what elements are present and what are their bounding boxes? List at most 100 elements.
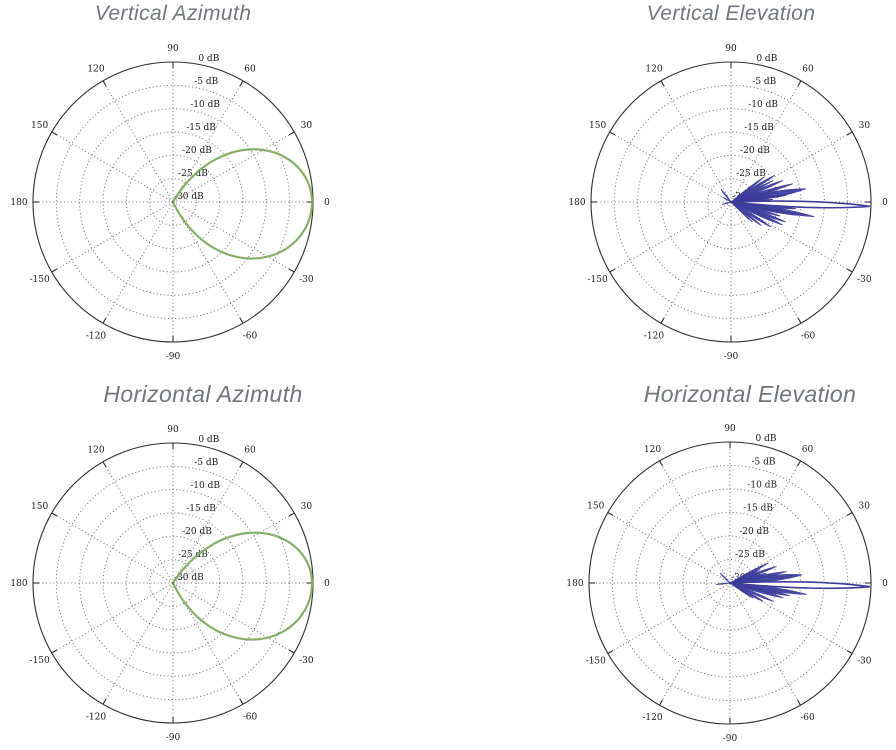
polar-chart-horizontal-elevation: 0 30 60 90 120 150 180 -150 -120 -90 -60 -30 0 dB -5 … <box>566 424 888 744</box>
angle-tick <box>609 268 616 273</box>
db-label: -10 dB <box>748 100 778 110</box>
angle-label: 150 <box>587 502 604 512</box>
angle-tick <box>659 699 663 706</box>
side-lobe <box>730 201 783 226</box>
main-lobe-curve <box>172 531 314 641</box>
db-label: -25 dB <box>736 169 766 179</box>
side-lobe <box>719 572 731 584</box>
grid-spoke <box>51 201 174 273</box>
angle-tick <box>846 268 853 273</box>
angle-label: -90 <box>723 734 738 744</box>
angle-tick <box>102 317 107 324</box>
angle-label: 60 <box>244 65 256 75</box>
db-label: -15 dB <box>744 123 774 133</box>
angle-label: 150 <box>31 502 48 512</box>
db-label: -10 dB <box>747 481 777 491</box>
db-label: 0 dB <box>198 54 219 64</box>
angle-tick <box>51 512 58 517</box>
grid-spoke <box>729 582 801 706</box>
angle-label: -60 <box>243 712 258 722</box>
db-label: 0 dB <box>756 54 777 64</box>
db-label: -5 dB <box>194 458 218 468</box>
angle-tick <box>660 317 665 324</box>
grid-ring <box>149 178 197 226</box>
db-label: -25 dB <box>178 169 208 179</box>
polar-chart-horizontal-azimuth: 0 30 60 90 120 150 180 -150 -120 -90 -60 -30 0 dB -5 … <box>10 425 330 743</box>
angle-label: 0 <box>882 198 888 208</box>
grid-spoke <box>659 460 731 584</box>
angle-label: 30 <box>859 502 871 512</box>
angle-tick <box>797 699 801 706</box>
angle-label: -150 <box>30 656 50 666</box>
db-label: -15 dB <box>186 504 216 514</box>
angle-label: 180 <box>566 579 583 589</box>
angle-label: 0 <box>324 579 330 589</box>
angle-label: 150 <box>31 121 48 131</box>
angle-tick <box>797 80 802 87</box>
angle-tick <box>239 698 244 705</box>
db-label: 0 dB <box>198 435 219 445</box>
angle-label: 30 <box>859 121 871 131</box>
angle-label: 180 <box>568 198 585 208</box>
angle-label: -120 <box>86 712 106 722</box>
side-lobe <box>721 201 732 205</box>
db-label: -10 dB <box>190 100 220 110</box>
angle-label: 120 <box>645 65 662 75</box>
angle-label: -30 <box>299 275 314 285</box>
angle-tick <box>102 698 107 705</box>
main-lobe <box>729 580 871 590</box>
grid-ring <box>613 84 849 320</box>
db-label: -25 dB <box>178 550 208 560</box>
grid-spoke <box>102 461 174 584</box>
grid-spoke <box>730 201 802 324</box>
angle-label: -150 <box>588 275 608 285</box>
angle-label: 90 <box>725 44 737 54</box>
side-lobe <box>729 577 747 584</box>
grid-ring <box>55 84 291 320</box>
angle-tick <box>51 649 58 654</box>
angle-label: 120 <box>87 446 104 456</box>
radiation-pattern <box>715 562 871 602</box>
angle-label: -30 <box>857 275 872 285</box>
grid-ring <box>79 108 267 296</box>
angle-label: 120 <box>644 445 661 455</box>
angle-label: 30 <box>301 502 313 512</box>
angle-tick <box>846 512 853 516</box>
grid-ring <box>55 465 291 701</box>
grid-spoke <box>102 80 174 203</box>
grid-spoke <box>51 582 174 654</box>
grid-ring <box>149 559 197 607</box>
angle-tick <box>797 317 802 324</box>
db-label: -5 dB <box>194 77 218 87</box>
grid-spoke <box>172 461 244 584</box>
polar-grid: 0 30 60 90 120 150 180 -150 -120 -90 -60 -30 0 dB -5 … <box>10 44 330 362</box>
angle-label: 60 <box>802 445 814 455</box>
angle-label: 90 <box>167 425 179 435</box>
db-label: -20 dB <box>740 146 770 156</box>
angle-label: 120 <box>87 65 104 75</box>
angle-label: -90 <box>166 733 181 743</box>
angle-label: -120 <box>86 331 106 341</box>
db-label: -25 dB <box>735 550 765 560</box>
angle-label: -60 <box>800 713 815 723</box>
angle-tick <box>846 650 853 654</box>
angle-tick <box>288 512 295 517</box>
angle-label: -150 <box>586 657 606 667</box>
grid-spoke <box>172 80 244 203</box>
grid-spoke <box>659 582 731 706</box>
angle-label: 90 <box>167 44 179 54</box>
db-label: -5 dB <box>751 457 775 467</box>
angle-label: -30 <box>857 657 872 667</box>
db-label: -30 dB <box>174 573 204 583</box>
angle-label: 0 <box>882 579 888 589</box>
angle-label: 90 <box>724 424 736 434</box>
grid-spoke <box>102 201 174 324</box>
side-lobe <box>722 196 732 203</box>
side-lobe <box>730 201 753 223</box>
side-lobe <box>729 582 754 599</box>
angle-label: 180 <box>10 198 27 208</box>
angle-label: 60 <box>802 65 814 75</box>
polar-chart-vertical-elevation: 0 30 60 90 120 150 180 -150 -120 -90 -60 -30 0 dB -5 … <box>568 44 888 362</box>
angle-label: -60 <box>243 331 258 341</box>
